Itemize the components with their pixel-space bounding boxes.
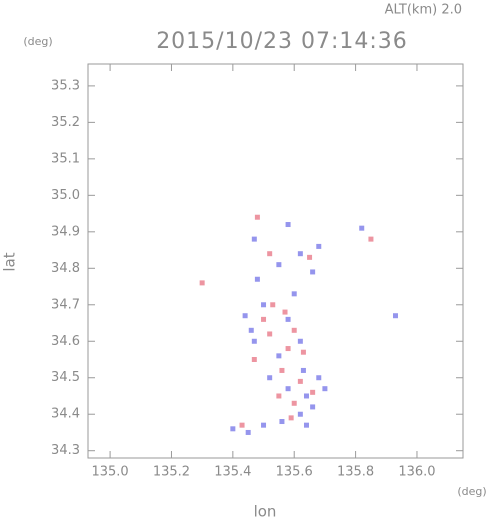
echo-point <box>297 411 303 417</box>
echo-point <box>300 367 306 373</box>
echo-point <box>267 375 273 381</box>
y-tick-label: 34.8 <box>51 261 80 276</box>
chart-title: 2015/10/23 07:14:36 <box>156 29 408 54</box>
echo-point <box>276 262 282 268</box>
echo-point <box>254 276 260 282</box>
x-tick-label: 135.2 <box>153 465 190 480</box>
y-unit: (deg) <box>23 35 52 48</box>
echo-point <box>291 327 297 333</box>
x-tick-label: 136.0 <box>398 465 435 480</box>
echo-point <box>285 222 291 228</box>
echo-point <box>251 357 257 362</box>
plot-frame <box>87 63 464 459</box>
echo-point <box>282 309 288 315</box>
echo-point <box>261 316 267 322</box>
echo-point <box>254 214 260 220</box>
echo-point <box>230 426 236 432</box>
x-axis-label: lon <box>254 503 277 521</box>
echo-point <box>316 243 322 249</box>
x-tick-label: 135.8 <box>337 465 374 480</box>
x-unit: (deg) <box>457 485 486 498</box>
echo-point <box>307 254 313 260</box>
echo-point <box>285 386 291 392</box>
echo-point <box>310 404 316 410</box>
echo-point <box>251 338 257 344</box>
echo-point <box>270 302 276 308</box>
y-tick-label: 34.3 <box>51 443 80 458</box>
echo-point <box>251 236 257 242</box>
echo-point <box>276 393 282 399</box>
x-tick-label: 135.6 <box>276 465 313 480</box>
echo-point <box>297 251 303 257</box>
echo-point <box>368 236 374 242</box>
y-axis-label: lat <box>1 252 19 271</box>
y-tick-label: 35.0 <box>51 188 80 203</box>
y-tick-label: 34.9 <box>51 224 80 239</box>
y-tick-label: 34.4 <box>51 407 80 422</box>
x-tick-label: 135.4 <box>214 465 251 480</box>
echo-point <box>322 386 328 392</box>
echo-point <box>279 367 285 373</box>
echo-point <box>303 422 309 428</box>
echo-point <box>248 327 254 333</box>
y-tick-label: 34.7 <box>51 297 80 312</box>
echo-point <box>279 419 285 425</box>
echo-point <box>199 280 205 286</box>
echo-point <box>291 400 297 406</box>
echo-point <box>392 313 398 319</box>
y-tick-label: 35.3 <box>51 78 80 93</box>
x-tick-label: 135.0 <box>91 465 128 480</box>
echo-point <box>276 353 282 359</box>
echo-point <box>297 338 303 344</box>
echo-point <box>291 291 297 297</box>
echo-point <box>288 415 294 421</box>
echo-point <box>285 346 291 352</box>
echo-point <box>245 429 251 435</box>
echo-point <box>239 422 245 428</box>
y-tick-label: 35.2 <box>51 115 80 130</box>
echo-point <box>267 251 273 257</box>
echo-point <box>310 269 316 275</box>
echo-point <box>297 378 303 384</box>
y-tick-label: 35.1 <box>51 151 80 166</box>
y-tick-label: 34.6 <box>51 334 80 349</box>
echo-point <box>316 375 322 381</box>
echo-point <box>261 302 267 308</box>
echo-point <box>300 349 306 355</box>
y-tick-label: 34.5 <box>51 370 80 385</box>
echo-point <box>242 313 248 319</box>
echo-point <box>261 422 267 428</box>
echo-point <box>303 393 309 399</box>
echo-point <box>285 316 291 322</box>
echo-point <box>310 389 316 395</box>
echo-point <box>267 331 273 337</box>
altitude-label: ALT(km) 2.0 <box>385 3 462 18</box>
echo-point <box>359 225 365 231</box>
